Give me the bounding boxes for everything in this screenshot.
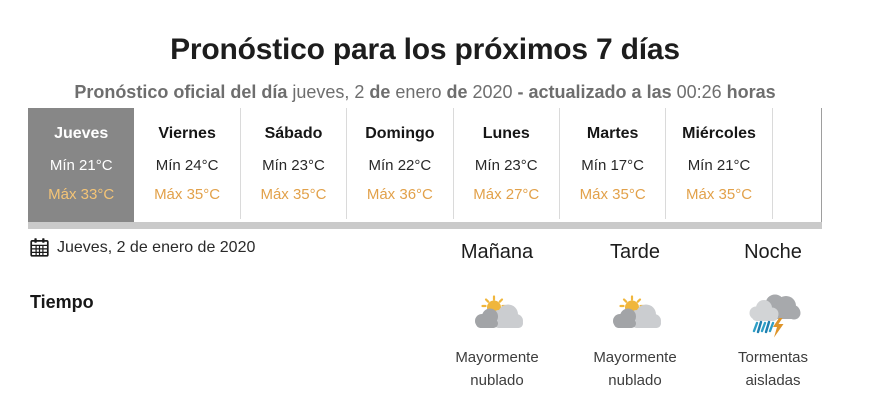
weather-row-label: Tiempo: [30, 292, 94, 312]
weather-cell-noche: Tormentas aisladas: [704, 292, 842, 393]
weather-cells: Mayormente nublado: [428, 292, 842, 393]
calendar-icon: [30, 238, 49, 257]
min-temp: Mín 21°C: [687, 157, 751, 174]
max-temp: Máx 36°C: [366, 186, 433, 203]
day-tab-label: Domingo: [365, 125, 435, 142]
min-temp: Mín 22°C: [368, 157, 432, 174]
period-headers: Mañana Tarde Noche: [428, 241, 842, 264]
subtitle-segment: de: [369, 82, 396, 102]
day-tab-jueves[interactable]: Jueves Mín 21°C Máx 33°C: [28, 108, 135, 222]
max-temp: Máx 35°C: [579, 186, 646, 203]
max-temp: Máx 35°C: [260, 186, 327, 203]
mostly-cloudy-icon: [428, 292, 566, 338]
min-temp: Mín 23°C: [262, 157, 325, 174]
min-temp: Mín 23°C: [474, 157, 538, 174]
day-tab-sabado[interactable]: Sábado Mín 23°C Máx 35°C: [240, 108, 348, 219]
selected-date-label: Jueves, 2 de enero de 2020: [57, 238, 256, 256]
max-temp: Máx 33°C: [48, 186, 115, 203]
page-title: Pronóstico para los próximos 7 días: [170, 33, 680, 67]
day-tab-domingo[interactable]: Domingo Mín 22°C Máx 36°C: [347, 108, 454, 219]
column-header-tarde: Tarde: [609, 241, 661, 263]
subtitle-segment: jueves, 2: [292, 82, 370, 102]
min-temp: Mín 17°C: [581, 157, 644, 174]
tab-strip-bottom-bar: [28, 222, 822, 229]
day-tab-lunes[interactable]: Lunes Mín 23°C Máx 27°C: [453, 108, 560, 219]
weather-cell-tarde: Mayormente nublado: [566, 292, 704, 393]
tab-strip-filler: [773, 108, 822, 222]
forecast-widget: Pronóstico para los próximos 7 días Pron…: [28, 0, 822, 402]
day-tab-martes[interactable]: Martes Mín 17°C Máx 35°C: [559, 108, 667, 219]
day-tab-label: Lunes: [482, 125, 530, 142]
weather-cell-label: Tormentas aisladas: [737, 349, 809, 390]
day-tab-label: Sábado: [264, 125, 323, 142]
mostly-cloudy-icon: [566, 292, 704, 338]
subtitle-segment: - actualizado a las: [517, 82, 677, 102]
day-tab-label: Miércoles: [682, 125, 756, 142]
forecast-subtitle: Pronóstico oficial del día jueves, 2 de …: [28, 82, 822, 103]
selected-date-row: Jueves, 2 de enero de 2020: [30, 238, 255, 257]
max-temp: Máx 35°C: [686, 186, 753, 203]
weather-cell-label: Mayormente nublado: [455, 349, 539, 390]
subtitle-segment: 00:26: [676, 82, 727, 102]
column-header-noche: Noche: [744, 241, 802, 263]
day-tab-viernes[interactable]: Viernes Mín 24°C Máx 35°C: [134, 108, 241, 219]
min-temp: Mín 24°C: [155, 157, 219, 174]
weather-cell-label: Mayormente nublado: [593, 349, 677, 390]
day-tab-label: Martes: [586, 125, 639, 142]
isolated-storms-icon: [704, 292, 842, 338]
day-tab-miercoles[interactable]: Miércoles Mín 21°C Máx 35°C: [666, 108, 773, 219]
day-tab-label: Jueves: [54, 125, 109, 142]
day-tab-strip: Jueves Mín 21°C Máx 33°C Viernes Mín 24°…: [28, 108, 822, 222]
day-tab-label: Viernes: [158, 125, 216, 142]
subtitle-segment: Pronóstico oficial del día: [74, 82, 293, 102]
subtitle-segment: 2020: [472, 82, 518, 102]
subtitle-segment: enero: [395, 82, 447, 102]
weather-cell-manana: Mayormente nublado: [428, 292, 566, 393]
subtitle-segment: de: [446, 82, 473, 102]
max-temp: Máx 27°C: [473, 186, 540, 203]
min-temp: Mín 21°C: [49, 157, 113, 174]
subtitle-segment: horas: [726, 82, 776, 102]
max-temp: Máx 35°C: [154, 186, 221, 203]
column-header-manana: Mañana: [460, 241, 534, 263]
